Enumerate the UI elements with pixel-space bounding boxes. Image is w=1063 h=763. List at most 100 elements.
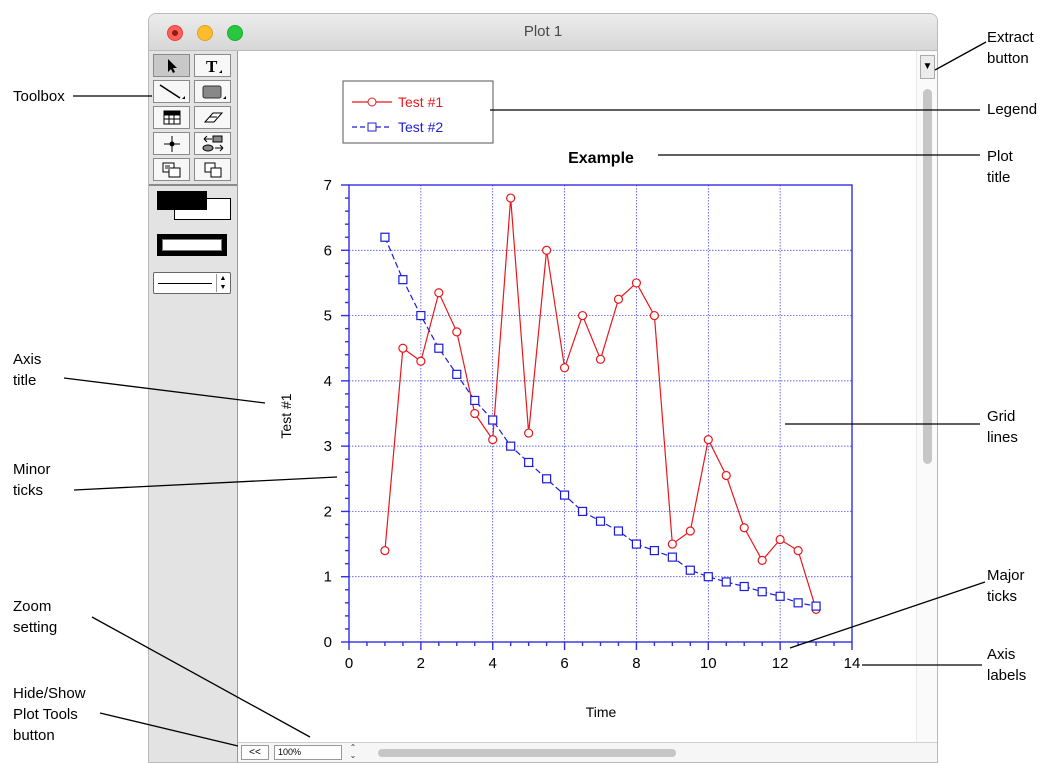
series-2-point	[722, 578, 730, 586]
horizontal-scroll-thumb[interactable]	[378, 749, 676, 757]
annotation-extract-button: Extract button	[987, 27, 1034, 69]
vertical-scrollbar[interactable]: ▼	[916, 51, 938, 742]
plot-window: Plot 1 T	[148, 13, 938, 763]
table-tool-icon[interactable]	[153, 106, 190, 129]
plot-frame	[349, 185, 852, 642]
annotation-legend: Legend	[987, 99, 1037, 120]
group-tool-icon[interactable]	[153, 158, 190, 181]
series-1-point	[776, 536, 784, 544]
series-2-point	[776, 592, 784, 600]
series-2-point	[614, 527, 622, 535]
annotation-axis-labels: Axis labels	[987, 644, 1026, 686]
line-style-selector[interactable]: ▲ ▼	[153, 272, 231, 294]
series-1-point	[597, 355, 605, 363]
arrow-tool-icon[interactable]	[153, 54, 190, 77]
link-tool-icon[interactable]	[194, 132, 231, 155]
series-1-point	[668, 540, 676, 548]
series-2-point	[507, 442, 515, 450]
text-tool-icon[interactable]: T	[194, 54, 231, 77]
zoom-field[interactable]: 100%	[274, 745, 342, 760]
plot-canvas[interactable]: 0 2 4 6 8 10 12 14 0 1 2 3 4 5 6 7 Example Time Test #1 Tes…	[238, 51, 916, 742]
annotation-zoom-setting: Zoom setting	[13, 596, 57, 638]
y-tick-label: 7	[324, 177, 332, 194]
annotation-minor-ticks: Minor ticks	[13, 459, 51, 501]
series-1-point	[471, 410, 479, 418]
series-1-point	[704, 436, 712, 444]
line-style-stepper-icon[interactable]: ▲ ▼	[216, 274, 229, 292]
series-2-point	[453, 370, 461, 378]
series-1-point	[489, 436, 497, 444]
x-tick-label: 0	[345, 655, 353, 672]
legend-marker-1	[368, 98, 376, 106]
series-2-point	[812, 602, 820, 610]
series-1-point	[614, 295, 622, 303]
crosshair-tool-icon[interactable]	[153, 132, 190, 155]
x-tick-label: 4	[489, 655, 497, 672]
series-1-point	[722, 472, 730, 480]
x-tick-label: 14	[844, 655, 861, 672]
line-width-selector[interactable]	[157, 234, 227, 256]
series-1-point	[453, 328, 461, 336]
ticks	[341, 185, 852, 650]
series-2-point	[489, 416, 497, 424]
series-2-point	[758, 588, 766, 596]
ungroup-tool-icon[interactable]	[194, 158, 231, 181]
svg-text:T: T	[206, 57, 218, 75]
legend-label-2: Test #2	[398, 119, 443, 135]
x-tick-label: 12	[772, 655, 789, 672]
y-tick-label: 0	[324, 634, 332, 651]
series-2-point	[471, 396, 479, 404]
grid-lines	[349, 185, 852, 642]
series-2-point	[435, 344, 443, 352]
series-2-point	[740, 583, 748, 591]
series-2-point	[704, 573, 712, 581]
hide-show-tools-button[interactable]: <<	[241, 745, 269, 760]
series-1-point	[435, 289, 443, 297]
annotation-toolbox: Toolbox	[13, 86, 65, 107]
bottom-bar: << 100% ⌃ ⌄	[238, 742, 937, 763]
series-2-point	[686, 566, 694, 574]
legend-marker-2	[368, 123, 376, 131]
series-2-point	[794, 599, 802, 607]
series-2-point	[525, 458, 533, 466]
x-tick-label: 10	[700, 655, 717, 672]
line-tool-icon[interactable]	[153, 80, 190, 103]
series-2-point	[417, 312, 425, 320]
eraser-tool-icon[interactable]	[194, 106, 231, 129]
vertical-scroll-thumb[interactable]	[923, 89, 932, 464]
window-title: Plot 1	[149, 23, 937, 40]
series-1-point	[417, 357, 425, 365]
extract-icon[interactable]: ▼	[920, 55, 935, 79]
stroke-color-swatch[interactable]	[157, 191, 207, 210]
series-2-point	[543, 475, 551, 483]
toolbox-divider	[149, 184, 237, 186]
x-tick-label: 8	[632, 655, 640, 672]
title-bar[interactable]: Plot 1	[149, 14, 937, 51]
series-1-point	[794, 547, 802, 555]
series-line-1	[385, 198, 816, 609]
series-2-point	[561, 491, 569, 499]
series-1-point	[543, 246, 551, 254]
x-tick-label: 2	[417, 655, 425, 672]
series-1-point	[561, 364, 569, 372]
series-1-point	[507, 194, 515, 202]
legend: Test #1 Test #2	[343, 81, 493, 143]
series-1-point	[381, 547, 389, 555]
series-2-point	[579, 507, 587, 515]
annotation-hide-show-button: Hide/Show Plot Tools button	[13, 683, 86, 746]
toolbox: T	[149, 51, 238, 762]
series-2-point	[399, 276, 407, 284]
x-axis-title: Time	[586, 704, 617, 720]
series-2-point	[381, 233, 389, 241]
series-1-point	[579, 312, 587, 320]
series-1-point	[740, 524, 748, 532]
chart-title: Example	[568, 150, 634, 167]
zoom-stepper-icon[interactable]: ⌃ ⌄	[346, 744, 360, 761]
series-line-2	[385, 237, 816, 606]
annotation-plot-title: Plot title	[987, 146, 1013, 188]
rectangle-tool-icon[interactable]	[194, 80, 231, 103]
series-1-point	[686, 527, 694, 535]
y-tick-label: 3	[324, 438, 332, 455]
y-tick-label: 5	[324, 308, 332, 325]
